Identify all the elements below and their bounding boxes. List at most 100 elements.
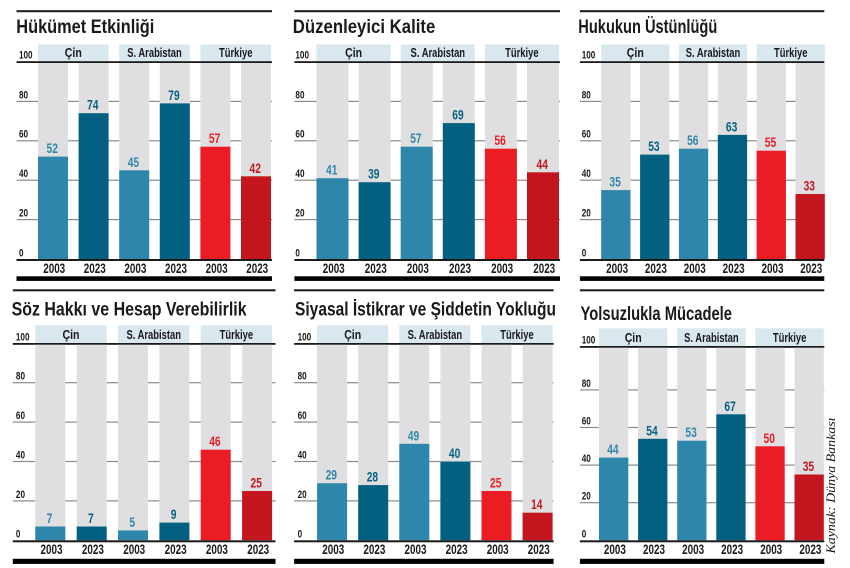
svg-text:2003: 2003: [123, 542, 145, 557]
svg-text:100: 100: [582, 50, 596, 62]
svg-text:40: 40: [298, 449, 307, 461]
svg-text:Kaynak: Dünya Bankası: Kaynak: Dünya Bankası: [824, 418, 838, 555]
svg-text:2023: 2023: [165, 542, 187, 557]
svg-text:Türkiye: Türkiye: [500, 327, 534, 342]
svg-text:25: 25: [490, 476, 502, 491]
svg-text:40: 40: [19, 168, 28, 180]
svg-text:2023: 2023: [723, 261, 745, 276]
svg-text:2003: 2003: [43, 261, 65, 276]
svg-text:Hükümet Etkinliği: Hükümet Etkinliği: [16, 17, 154, 38]
svg-text:20: 20: [582, 208, 591, 220]
svg-text:57: 57: [410, 131, 421, 146]
svg-text:Türkiye: Türkiye: [505, 45, 539, 60]
svg-text:2023: 2023: [721, 542, 743, 557]
svg-text:100: 100: [16, 331, 30, 343]
svg-text:79: 79: [168, 88, 179, 103]
svg-text:0: 0: [295, 247, 300, 259]
svg-text:80: 80: [298, 371, 307, 383]
svg-text:52: 52: [47, 141, 58, 156]
svg-text:2023: 2023: [82, 542, 104, 557]
svg-text:40: 40: [449, 446, 460, 461]
svg-text:2023: 2023: [363, 542, 385, 557]
svg-text:60: 60: [19, 129, 28, 141]
svg-text:40: 40: [295, 168, 304, 180]
svg-text:42: 42: [250, 161, 261, 176]
svg-text:0: 0: [16, 529, 21, 541]
svg-text:67: 67: [724, 399, 735, 414]
svg-text:2023: 2023: [645, 261, 667, 276]
svg-text:35: 35: [803, 459, 815, 474]
svg-text:S. Arabistan: S. Arabistan: [686, 45, 741, 60]
svg-text:2003: 2003: [682, 542, 704, 557]
svg-text:2023: 2023: [246, 261, 268, 276]
svg-text:2003: 2003: [206, 261, 228, 276]
svg-text:0: 0: [582, 247, 587, 259]
svg-text:28: 28: [367, 470, 379, 485]
svg-text:2023: 2023: [799, 542, 821, 557]
svg-text:Çin: Çin: [63, 327, 80, 342]
svg-text:S. Arabistan: S. Arabistan: [127, 45, 182, 60]
svg-text:44: 44: [607, 442, 619, 457]
svg-text:56: 56: [494, 133, 506, 148]
svg-text:2003: 2003: [322, 542, 344, 557]
svg-text:55: 55: [765, 135, 777, 150]
svg-text:100: 100: [295, 50, 309, 62]
svg-text:20: 20: [582, 491, 591, 503]
svg-text:2023: 2023: [446, 542, 468, 557]
svg-text:Türkiye: Türkiye: [220, 327, 254, 342]
svg-text:Türkiye: Türkiye: [773, 330, 807, 345]
svg-text:53: 53: [685, 425, 697, 440]
svg-text:20: 20: [298, 489, 307, 501]
svg-text:20: 20: [19, 208, 28, 220]
svg-text:2003: 2003: [606, 261, 628, 276]
svg-text:40: 40: [582, 168, 591, 180]
svg-text:Çin: Çin: [625, 330, 642, 345]
svg-text:0: 0: [298, 529, 303, 541]
svg-text:53: 53: [648, 139, 660, 154]
svg-text:60: 60: [298, 410, 307, 422]
svg-text:2023: 2023: [84, 261, 106, 276]
svg-text:33: 33: [804, 179, 816, 194]
svg-text:60: 60: [582, 415, 591, 427]
svg-text:Yolsuzlukla Mücadele: Yolsuzlukla Mücadele: [581, 304, 733, 325]
svg-text:2003: 2003: [405, 542, 427, 557]
svg-text:0: 0: [19, 247, 24, 259]
svg-text:45: 45: [128, 155, 140, 170]
svg-text:S. Arabistan: S. Arabistan: [411, 45, 466, 60]
svg-text:40: 40: [582, 453, 591, 465]
svg-text:20: 20: [16, 489, 25, 501]
svg-text:Çin: Çin: [65, 45, 82, 60]
svg-text:2003: 2003: [323, 261, 345, 276]
svg-text:49: 49: [408, 428, 419, 443]
svg-text:2003: 2003: [124, 261, 146, 276]
svg-text:S. Arabistan: S. Arabistan: [408, 327, 463, 342]
svg-text:Çin: Çin: [344, 327, 361, 342]
svg-text:Çin: Çin: [345, 45, 362, 60]
svg-text:5: 5: [129, 515, 135, 530]
svg-text:74: 74: [87, 98, 99, 113]
svg-text:Hukukun Üstünlüğü: Hukukun Üstünlüğü: [578, 17, 717, 38]
svg-text:39: 39: [368, 167, 379, 182]
svg-text:2023: 2023: [165, 261, 187, 276]
svg-text:100: 100: [582, 334, 596, 346]
svg-text:2003: 2003: [762, 261, 784, 276]
svg-text:25: 25: [251, 476, 263, 491]
svg-text:2023: 2023: [365, 261, 387, 276]
svg-text:46: 46: [209, 434, 221, 449]
svg-text:50: 50: [764, 431, 775, 446]
svg-text:57: 57: [209, 131, 220, 146]
svg-text:100: 100: [298, 331, 312, 343]
svg-text:29: 29: [326, 468, 337, 483]
svg-text:35: 35: [609, 175, 621, 190]
svg-text:54: 54: [646, 423, 658, 438]
svg-text:2003: 2003: [604, 542, 626, 557]
svg-text:Söz Hakkı ve Hesap Verebilirli: Söz Hakkı ve Hesap Verebilirlik: [12, 300, 247, 321]
svg-text:20: 20: [295, 208, 304, 220]
svg-text:0: 0: [582, 529, 587, 541]
svg-text:2003: 2003: [41, 542, 63, 557]
svg-text:63: 63: [726, 119, 738, 134]
svg-text:Düzenleyici Kalite: Düzenleyici Kalite: [293, 17, 436, 38]
svg-text:S. Arabistan: S. Arabistan: [126, 327, 181, 342]
svg-text:100: 100: [19, 50, 33, 62]
svg-text:80: 80: [582, 89, 591, 101]
